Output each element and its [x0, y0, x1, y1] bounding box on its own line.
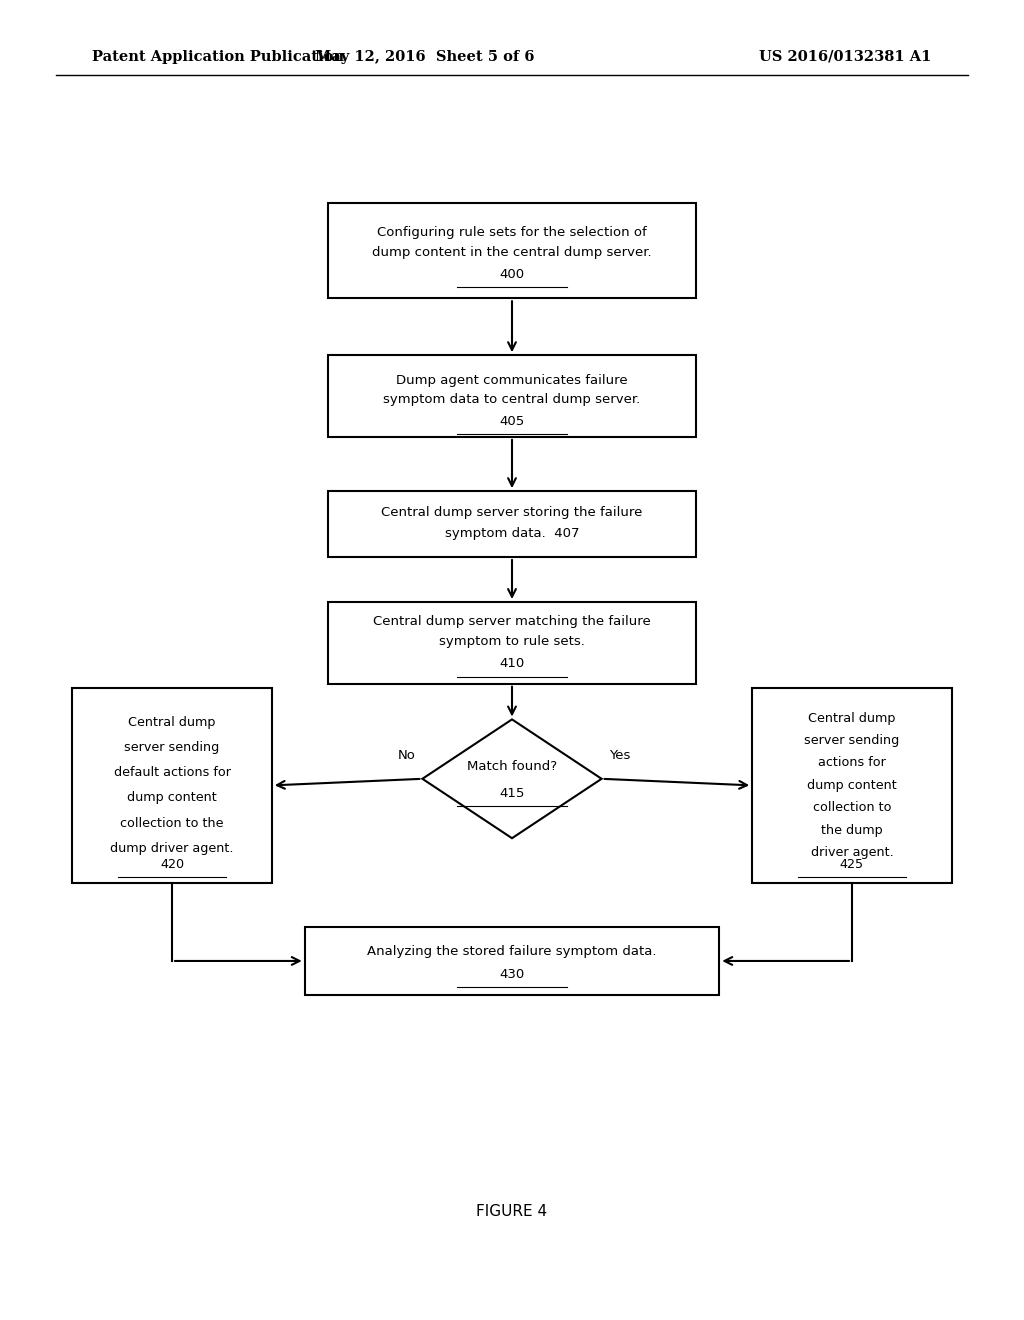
Text: 425: 425 — [840, 858, 864, 871]
Text: Central dump: Central dump — [128, 717, 216, 729]
Text: 415: 415 — [500, 787, 524, 800]
Text: symptom data.  407: symptom data. 407 — [444, 527, 580, 540]
Text: Dump agent communicates failure: Dump agent communicates failure — [396, 374, 628, 387]
Text: No: No — [398, 748, 416, 762]
Text: May 12, 2016  Sheet 5 of 6: May 12, 2016 Sheet 5 of 6 — [315, 50, 535, 63]
Text: 410: 410 — [500, 657, 524, 671]
Polygon shape — [422, 719, 602, 838]
Bar — [328, 491, 696, 557]
Bar — [328, 602, 696, 684]
Text: dump content: dump content — [127, 792, 217, 804]
Text: collection to: collection to — [813, 801, 891, 814]
Text: driver agent.: driver agent. — [811, 846, 893, 859]
Text: Central dump: Central dump — [808, 711, 896, 725]
Text: symptom data to central dump server.: symptom data to central dump server. — [383, 393, 641, 407]
Text: 400: 400 — [500, 268, 524, 281]
Text: 420: 420 — [160, 858, 184, 871]
Text: default actions for: default actions for — [114, 767, 230, 779]
Text: symptom to rule sets.: symptom to rule sets. — [439, 635, 585, 648]
Bar — [328, 355, 696, 437]
Text: collection to the: collection to the — [120, 817, 224, 829]
Text: server sending: server sending — [804, 734, 900, 747]
Text: 430: 430 — [500, 968, 524, 981]
Text: Central dump server storing the failure: Central dump server storing the failure — [381, 506, 643, 519]
Bar — [305, 927, 719, 995]
Text: Analyzing the stored failure symptom data.: Analyzing the stored failure symptom dat… — [368, 945, 656, 958]
Text: US 2016/0132381 A1: US 2016/0132381 A1 — [760, 50, 932, 63]
Text: Patent Application Publication: Patent Application Publication — [92, 50, 344, 63]
Text: Configuring rule sets for the selection of: Configuring rule sets for the selection … — [377, 226, 647, 239]
Bar — [72, 688, 272, 883]
Bar — [752, 688, 952, 883]
Text: Central dump server matching the failure: Central dump server matching the failure — [373, 615, 651, 628]
Text: dump content: dump content — [807, 779, 897, 792]
Text: Yes: Yes — [609, 748, 631, 762]
Text: dump driver agent.: dump driver agent. — [111, 842, 233, 854]
Text: dump content in the central dump server.: dump content in the central dump server. — [372, 246, 652, 259]
Text: actions for: actions for — [818, 756, 886, 770]
Bar — [328, 203, 696, 298]
Text: 405: 405 — [500, 414, 524, 428]
Text: FIGURE 4: FIGURE 4 — [476, 1204, 548, 1220]
Text: server sending: server sending — [124, 742, 220, 754]
Text: Match found?: Match found? — [467, 760, 557, 774]
Text: the dump: the dump — [821, 824, 883, 837]
